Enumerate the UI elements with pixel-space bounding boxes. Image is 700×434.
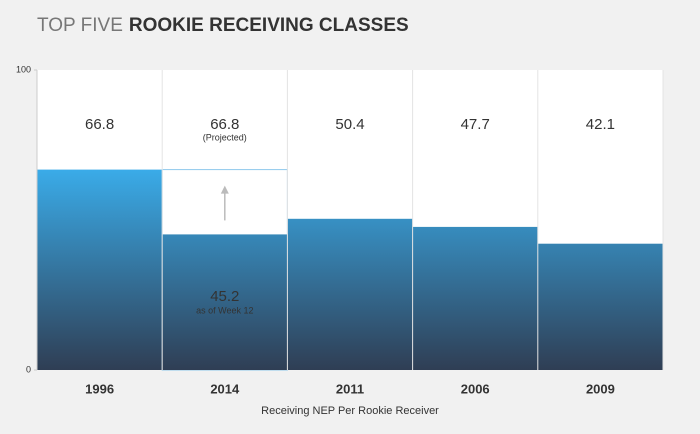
title-bold: ROOKIE RECEIVING CLASSES xyxy=(129,15,409,36)
bar xyxy=(537,243,663,370)
value-label: 47.7 xyxy=(461,116,490,133)
value-label: 45.2 xyxy=(210,288,239,305)
y-tick-label: 100 xyxy=(16,64,31,74)
bar xyxy=(412,226,538,370)
chart-title: TOP FIVE ROOKIE RECEIVING CLASSES xyxy=(37,15,409,36)
x-tick-label: 1996 xyxy=(85,381,114,396)
annotation: (Projected) xyxy=(203,132,247,142)
bar xyxy=(37,169,163,370)
value-label: 50.4 xyxy=(335,116,364,133)
x-tick-label: 2009 xyxy=(586,381,615,396)
x-axis-label: Receiving NEP Per Rookie Receiver xyxy=(261,405,439,417)
bar xyxy=(162,234,288,370)
y-tick-label: 0 xyxy=(26,364,31,374)
title-light: TOP FIVE xyxy=(37,15,123,36)
annotation: as of Week 12 xyxy=(196,305,253,315)
x-tick-label: 2014 xyxy=(210,381,240,396)
x-tick-label: 2006 xyxy=(461,381,490,396)
value-label: 66.8 xyxy=(210,116,239,133)
bar xyxy=(287,218,413,370)
arrow-head xyxy=(220,185,229,194)
value-label: 42.1 xyxy=(586,116,615,133)
value-label: 66.8 xyxy=(85,116,114,133)
x-tick-label: 2011 xyxy=(336,381,364,396)
